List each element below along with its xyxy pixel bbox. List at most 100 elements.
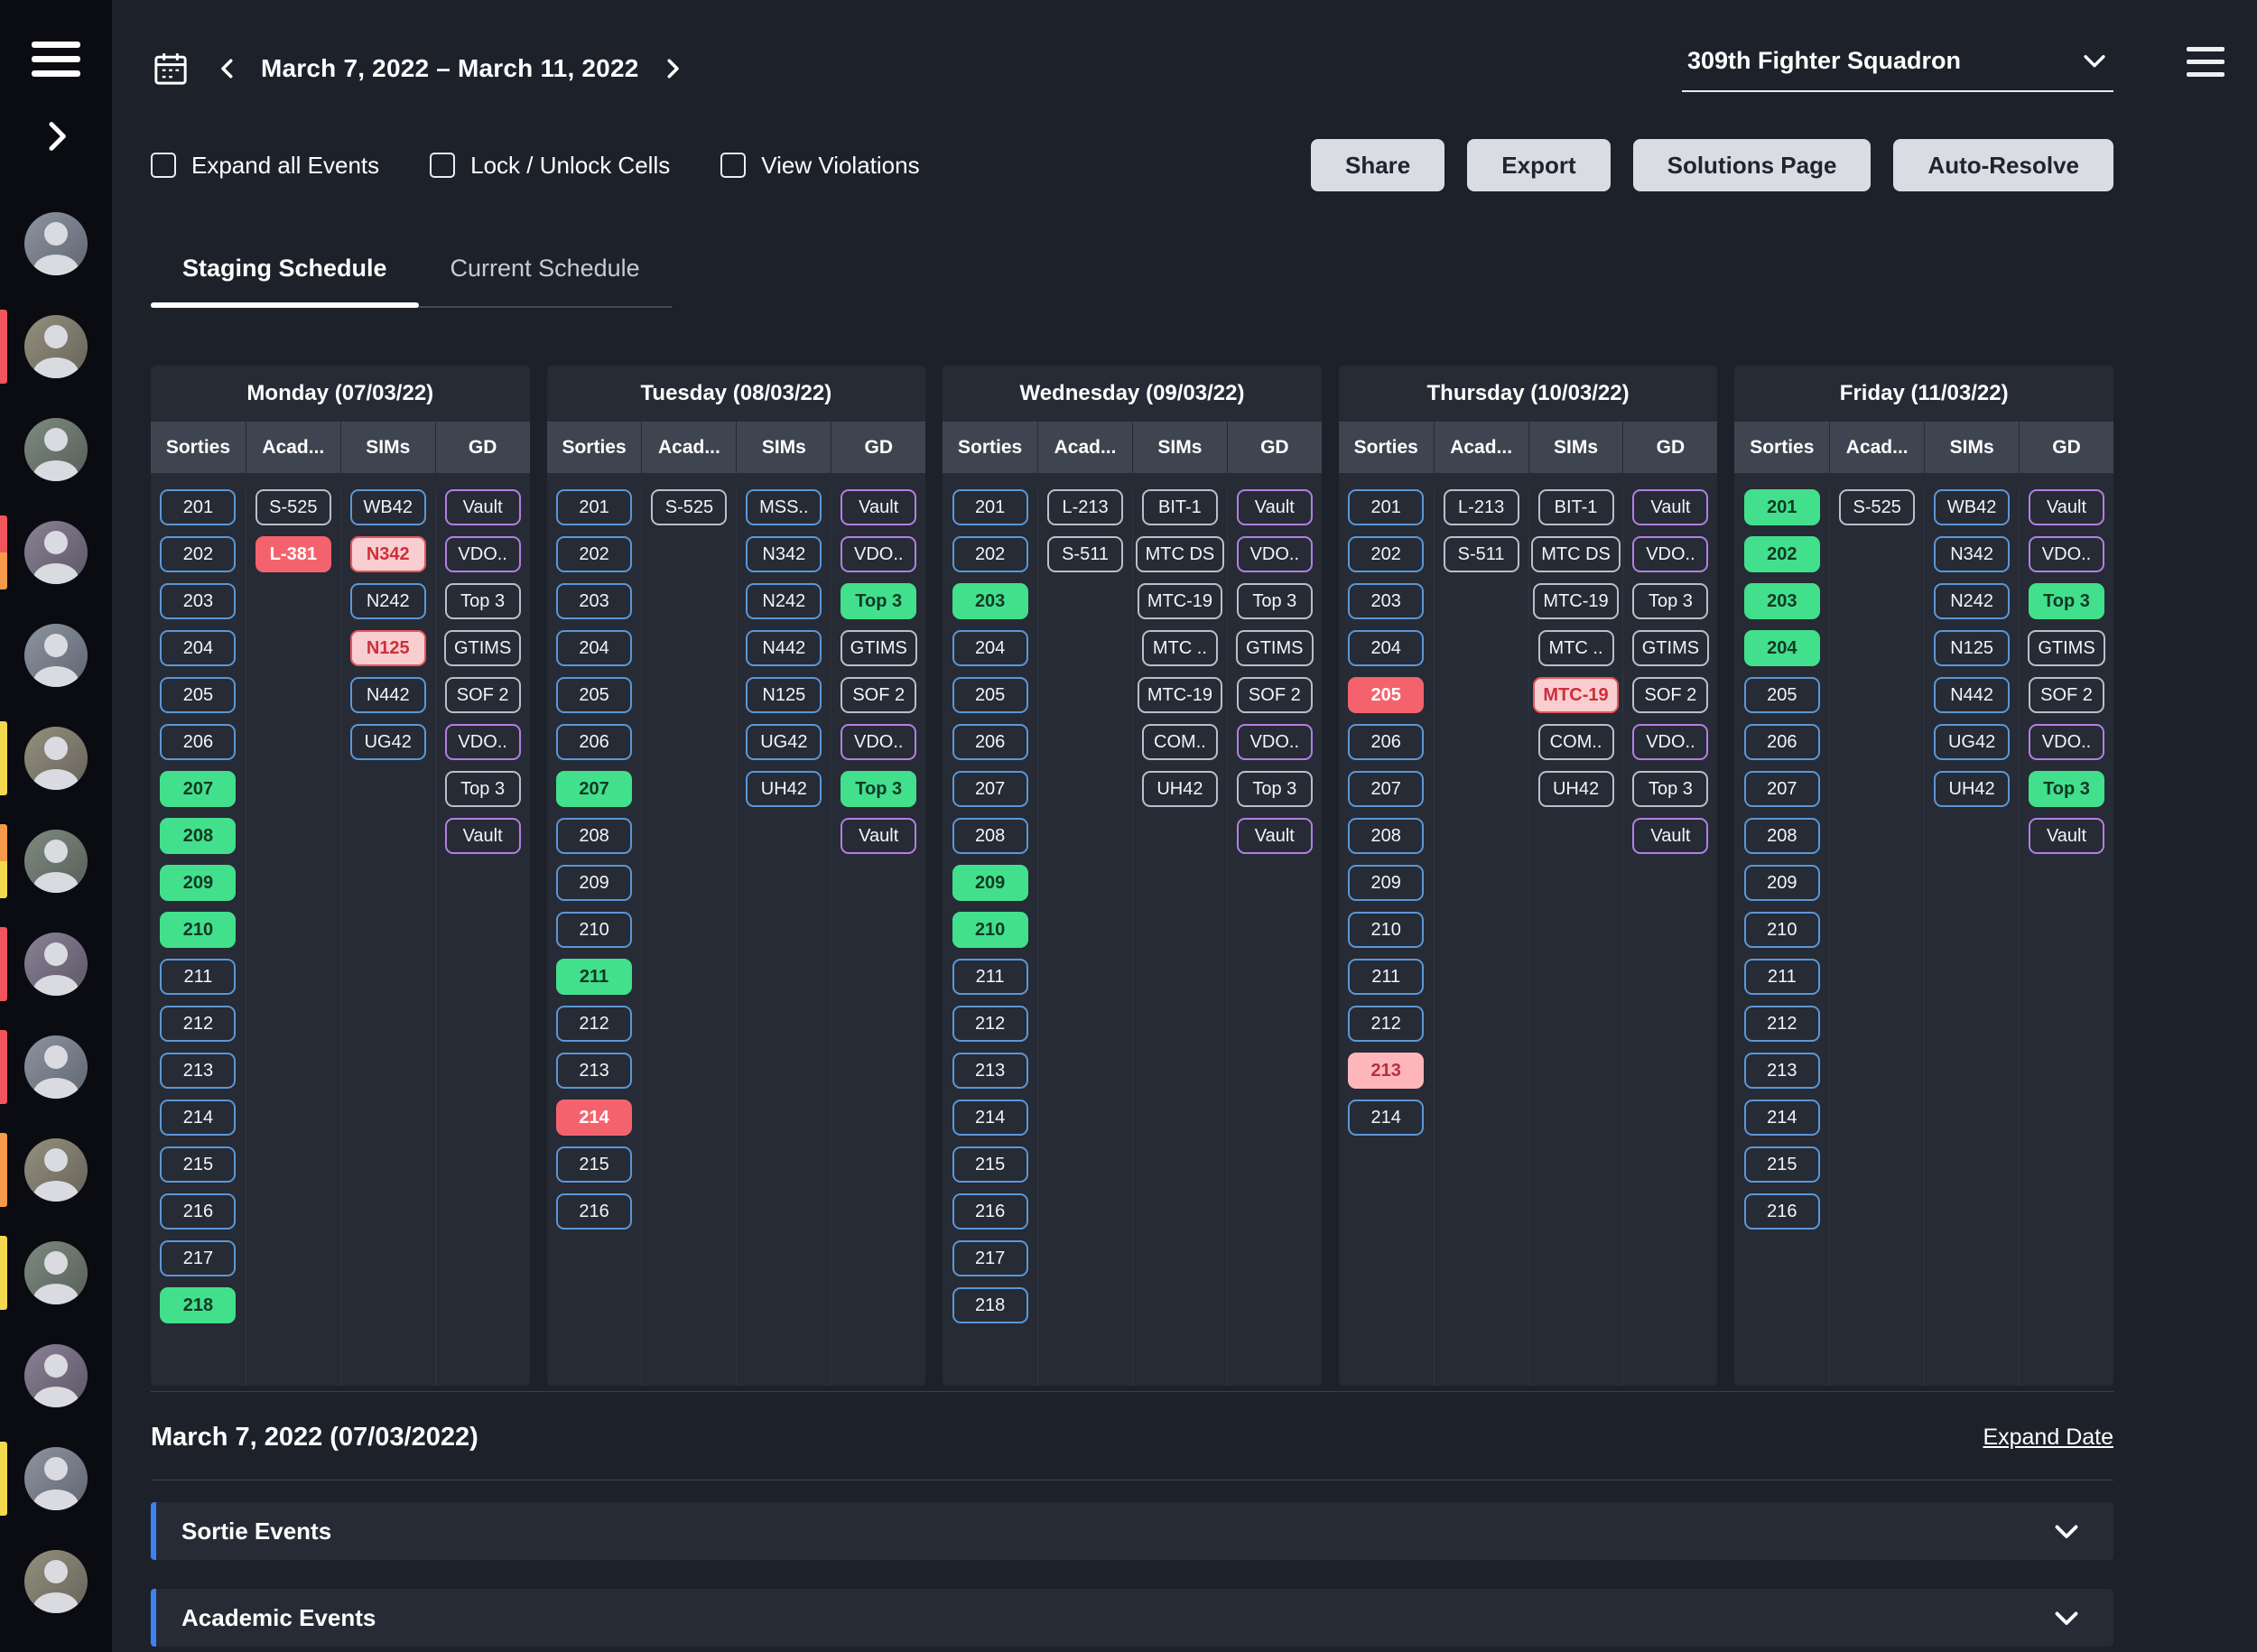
schedule-chip[interactable]: Top 3 — [444, 583, 521, 619]
checkbox-lock-unlock-cells[interactable]: Lock / Unlock Cells — [430, 152, 670, 180]
schedule-chip[interactable]: 208 — [160, 818, 237, 854]
schedule-chip[interactable]: 214 — [1348, 1100, 1425, 1136]
avatar[interactable] — [24, 1344, 88, 1407]
schedule-chip[interactable]: GTIMS — [1631, 630, 1710, 666]
schedule-chip[interactable]: 209 — [952, 865, 1028, 901]
schedule-chip[interactable]: UG42 — [349, 724, 426, 760]
schedule-chip[interactable]: 202 — [1348, 536, 1425, 572]
schedule-chip[interactable]: VDO.. — [444, 536, 521, 572]
schedule-chip[interactable]: UH42 — [1934, 771, 2011, 807]
schedule-chip[interactable]: MTC-19 — [1533, 583, 1619, 619]
schedule-chip[interactable]: 212 — [952, 1006, 1028, 1042]
next-week-button[interactable] — [654, 50, 692, 88]
squadron-selector[interactable]: 309th Fighter Squadron — [1682, 45, 2113, 92]
schedule-chip[interactable]: 203 — [1348, 583, 1425, 619]
share-button[interactable]: Share — [1311, 139, 1445, 191]
schedule-chip[interactable]: GTIMS — [443, 630, 522, 666]
user-avatar-row[interactable] — [0, 501, 112, 604]
schedule-chip[interactable]: MTC-19 — [1137, 583, 1223, 619]
schedule-chip[interactable]: 212 — [1348, 1006, 1425, 1042]
schedule-chip[interactable]: GTIMS — [2028, 630, 2105, 666]
avatar[interactable] — [24, 727, 88, 790]
user-avatar-row[interactable] — [0, 1221, 112, 1324]
schedule-chip[interactable]: Top 3 — [1632, 771, 1709, 807]
schedule-chip[interactable]: 211 — [952, 959, 1028, 995]
schedule-chip[interactable]: Top 3 — [2029, 771, 2105, 807]
schedule-chip[interactable]: N242 — [349, 583, 426, 619]
schedule-chip[interactable]: 210 — [556, 912, 633, 948]
schedule-chip[interactable]: 205 — [160, 677, 237, 713]
schedule-chip[interactable]: VDO.. — [2029, 724, 2105, 760]
schedule-chip[interactable]: 214 — [1743, 1100, 1820, 1136]
schedule-chip[interactable]: 204 — [1743, 630, 1820, 666]
schedule-chip[interactable]: 204 — [952, 630, 1028, 666]
schedule-chip[interactable]: 203 — [556, 583, 633, 619]
checkbox-box[interactable] — [151, 153, 176, 178]
schedule-chip[interactable]: 210 — [1743, 912, 1820, 948]
user-avatar-row[interactable] — [0, 398, 112, 501]
tab-current-schedule[interactable]: Current Schedule — [450, 255, 640, 282]
schedule-chip[interactable]: N342 — [349, 536, 426, 572]
sidebar-expand-chevron-icon[interactable] — [38, 118, 74, 154]
schedule-chip[interactable]: UH42 — [1537, 771, 1614, 807]
user-avatar-row[interactable] — [0, 1427, 112, 1530]
schedule-chip[interactable]: VDO.. — [1632, 724, 1709, 760]
schedule-chip[interactable]: MTC DS — [1135, 536, 1225, 572]
schedule-chip[interactable]: 218 — [952, 1287, 1028, 1323]
schedule-chip[interactable]: Vault — [1632, 489, 1709, 525]
schedule-chip[interactable]: 208 — [1348, 818, 1425, 854]
schedule-chip[interactable]: 205 — [556, 677, 633, 713]
schedule-chip[interactable]: 207 — [160, 771, 237, 807]
schedule-chip[interactable]: 205 — [1743, 677, 1820, 713]
avatar[interactable] — [24, 1138, 88, 1202]
schedule-chip[interactable]: 213 — [160, 1053, 237, 1089]
auto-resolve-button[interactable]: Auto-Resolve — [1893, 139, 2113, 191]
schedule-chip[interactable]: 206 — [160, 724, 237, 760]
schedule-chip[interactable]: UH42 — [746, 771, 822, 807]
schedule-chip[interactable]: Vault — [2029, 818, 2105, 854]
schedule-chip[interactable]: L-213 — [1047, 489, 1124, 525]
schedule-chip[interactable]: 214 — [160, 1100, 237, 1136]
schedule-chip[interactable]: Vault — [1236, 818, 1313, 854]
schedule-chip[interactable]: 216 — [160, 1193, 237, 1230]
right-menu-icon[interactable] — [2187, 47, 2224, 77]
schedule-chip[interactable]: 208 — [556, 818, 633, 854]
schedule-chip[interactable]: MTC .. — [1537, 630, 1614, 666]
schedule-chip[interactable]: 210 — [952, 912, 1028, 948]
schedule-chip[interactable]: 213 — [952, 1053, 1028, 1089]
schedule-chip[interactable]: Vault — [841, 489, 917, 525]
schedule-chip[interactable]: 214 — [556, 1100, 633, 1136]
schedule-chip[interactable]: 208 — [952, 818, 1028, 854]
checkbox-box[interactable] — [430, 153, 456, 178]
checkbox-view-violations[interactable]: View Violations — [720, 152, 920, 180]
menu-icon[interactable] — [28, 38, 84, 80]
schedule-chip[interactable]: COM.. — [1537, 724, 1614, 760]
chevron-down-icon[interactable] — [2050, 1515, 2083, 1547]
schedule-chip[interactable]: 212 — [1743, 1006, 1820, 1042]
schedule-chip[interactable]: 211 — [1743, 959, 1820, 995]
schedule-chip[interactable]: 206 — [1348, 724, 1425, 760]
avatar[interactable] — [24, 212, 88, 275]
avatar[interactable] — [24, 830, 88, 893]
prev-week-button[interactable] — [209, 50, 246, 88]
schedule-chip[interactable]: Vault — [444, 489, 521, 525]
user-avatar-row[interactable] — [0, 810, 112, 913]
solutions-page-button[interactable]: Solutions Page — [1632, 139, 1872, 191]
schedule-chip[interactable]: WB42 — [1934, 489, 2011, 525]
schedule-chip[interactable]: 214 — [952, 1100, 1028, 1136]
schedule-chip[interactable]: 204 — [160, 630, 237, 666]
schedule-chip[interactable]: 204 — [556, 630, 633, 666]
avatar[interactable] — [24, 1550, 88, 1613]
schedule-chip[interactable]: 211 — [160, 959, 237, 995]
schedule-chip[interactable]: 215 — [1743, 1146, 1820, 1183]
schedule-chip[interactable]: 206 — [952, 724, 1028, 760]
schedule-chip[interactable]: 205 — [952, 677, 1028, 713]
schedule-chip[interactable]: L-213 — [1443, 489, 1519, 525]
schedule-chip[interactable]: 207 — [952, 771, 1028, 807]
schedule-chip[interactable]: 217 — [952, 1240, 1028, 1276]
schedule-chip[interactable]: 203 — [952, 583, 1028, 619]
schedule-chip[interactable]: S-525 — [255, 489, 331, 525]
schedule-chip[interactable]: S-525 — [1839, 489, 1916, 525]
schedule-chip[interactable]: Top 3 — [841, 583, 917, 619]
schedule-chip[interactable]: 215 — [160, 1146, 237, 1183]
